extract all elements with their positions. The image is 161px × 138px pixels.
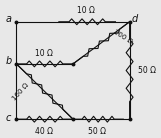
Text: 10 Ω: 10 Ω xyxy=(35,49,53,58)
Text: 10 Ω: 10 Ω xyxy=(77,6,95,14)
Text: 40 Ω: 40 Ω xyxy=(35,127,53,136)
Text: a: a xyxy=(6,14,12,24)
Text: b: b xyxy=(5,56,12,66)
Text: c: c xyxy=(6,113,11,123)
Text: 200 Ω: 200 Ω xyxy=(112,29,133,45)
Text: 50 Ω: 50 Ω xyxy=(138,66,156,75)
Text: 50 Ω: 50 Ω xyxy=(88,127,106,136)
Text: d: d xyxy=(131,14,137,24)
Text: 160 Ω: 160 Ω xyxy=(11,82,30,102)
